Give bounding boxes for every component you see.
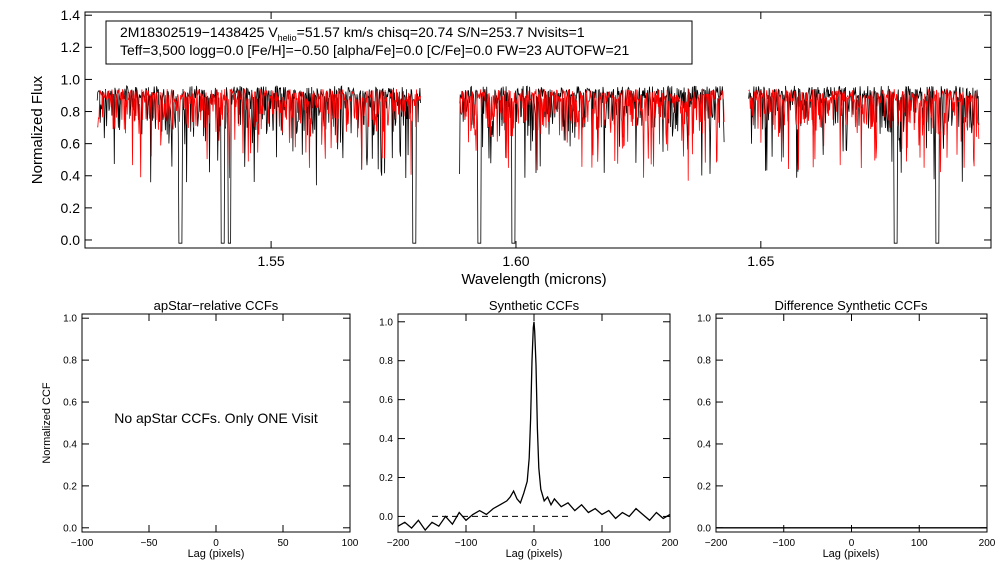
legend-line-1: 2M18302519−1438425 Vhelio=51.57 km/s chi…	[120, 24, 585, 43]
difference-axes: −200 −100 0 100 200 0.0 0.2 0.4 0.6 0.8 1.0	[697, 314, 996, 549]
apstar-ylabel: Normalized CCF	[41, 382, 53, 464]
apstar-xtick-label: −100	[71, 538, 94, 549]
difference-ytick-label: 0.8	[697, 356, 711, 367]
synthetic-plot-frame	[397, 313, 671, 533]
spectrum-ytick-label: 0.0	[61, 232, 81, 248]
synthetic-ytick-label: 0.2	[379, 473, 393, 484]
apstar-ccf-panel: −100 −50 0 50 100 0.0 0.2 0.4 0.6 0.8 1.0 apStar−r…	[41, 298, 359, 560]
spectrum-ytick-label: 1.2	[61, 39, 81, 55]
difference-xtick-label: −200	[705, 538, 728, 549]
synthetic-axes: −200 −100 0 100 200 0.0 0.2 0.4 0.6 0.8 1.0	[379, 314, 679, 549]
difference-ytick-label: 0.4	[697, 439, 711, 450]
difference-xtick-label: 100	[911, 538, 928, 549]
apstar-xtick-label: 0	[213, 538, 219, 549]
difference-ccf-panel: −200 −100 0 100 200 0.0 0.2 0.4 0.6 0.8 1.0 Differ…	[697, 298, 996, 560]
apstar-xtick-label: −50	[141, 538, 158, 549]
spectrum-axes: 1.55 1.60 1.65 0.0 0.2 0.4 0.6 0.8 1.0 1.2 1.4	[61, 7, 991, 269]
spectrum-xtick-label: 1.65	[747, 253, 774, 269]
synthetic-xtick-label: −200	[387, 538, 410, 549]
apstar-xtick-label: 50	[277, 538, 289, 549]
apstar-axes: −100 −50 0 50 100 0.0 0.2 0.4 0.6 0.8 1.0	[63, 314, 359, 549]
difference-xtick-label: 200	[979, 538, 996, 549]
synthetic-lines	[397, 321, 671, 532]
difference-xtick-label: −100	[772, 538, 795, 549]
difference-xtick-label: 0	[849, 538, 855, 549]
spectrum-lines	[96, 85, 980, 244]
apstar-ytick-label: 0.4	[63, 439, 77, 450]
difference-title: Difference Synthetic CCFs	[775, 298, 928, 313]
synthetic-ytick-label: 1.0	[379, 317, 393, 328]
apstar-ytick-label: 0.6	[63, 398, 77, 409]
synthetic-xtick-label: 0	[531, 538, 537, 549]
apstar-annotation: No apStar CCFs. Only ONE Visit	[114, 410, 318, 426]
spectrum-xlabel: Wavelength (microns)	[461, 271, 606, 288]
difference-plot-frame	[715, 313, 988, 533]
synthetic-ytick-label: 0.0	[379, 512, 393, 523]
difference-xlabel: Lag (pixels)	[823, 548, 880, 560]
legend-box	[105, 20, 693, 65]
apstar-xtick-label: 100	[342, 538, 359, 549]
synthetic-ccf-line	[397, 321, 671, 532]
spectrum-xtick-label: 1.55	[257, 253, 284, 269]
apstar-ytick-label: 0.8	[63, 356, 77, 367]
synthetic-ytick-label: 0.6	[379, 395, 393, 406]
apstar-ytick-label: 0.0	[63, 523, 77, 534]
synthetic-xtick-label: −100	[455, 538, 478, 549]
spectrum-ytick-label: 1.4	[61, 7, 81, 23]
synthetic-xtick-label: 200	[662, 538, 679, 549]
synthetic-ccf-panel: −200 −100 0 100 200 0.0 0.2 0.4 0.6 0.8 1.0 Synthe…	[379, 298, 679, 560]
spectrum-xtick-label: 1.60	[502, 253, 529, 269]
spectrum-ytick-label: 1.0	[61, 71, 81, 87]
synthetic-ytick-label: 0.8	[379, 356, 393, 367]
spectrum-series-model	[97, 87, 980, 181]
spectrum-ytick-label: 0.2	[61, 200, 81, 216]
apstar-xlabel: Lag (pixels)	[188, 548, 245, 560]
spectrum-ytick-label: 0.6	[61, 136, 81, 152]
apstar-ytick-label: 0.2	[63, 481, 77, 492]
apstar-ytick-label: 1.0	[63, 314, 77, 325]
difference-ytick-label: 0.2	[697, 481, 711, 492]
spectrum-plot-frame	[84, 11, 992, 249]
spectrum-panel: 1.55 1.60 1.65 0.0 0.2 0.4 0.6 0.8 1.0 1.2 1.4 2M1…	[29, 7, 992, 288]
spectrum-ytick-label: 0.8	[61, 103, 81, 119]
difference-ytick-label: 1.0	[697, 314, 711, 325]
spectrum-ylabel: Normalized Flux	[29, 75, 46, 184]
apstar-title: apStar−relative CCFs	[154, 298, 279, 313]
difference-ytick-label: 0.6	[697, 398, 711, 409]
spectrum-ytick-label: 0.4	[61, 168, 81, 184]
synthetic-xtick-label: 100	[594, 538, 611, 549]
synthetic-xlabel: Lag (pixels)	[506, 548, 563, 560]
legend-line-2: Teff=3,500 logg=0.0 [Fe/H]=−0.50 [alpha/…	[120, 42, 629, 58]
synthetic-ytick-label: 0.4	[379, 434, 393, 445]
difference-ytick-label: 0.0	[697, 523, 711, 534]
synthetic-title: Synthetic CCFs	[489, 298, 580, 313]
